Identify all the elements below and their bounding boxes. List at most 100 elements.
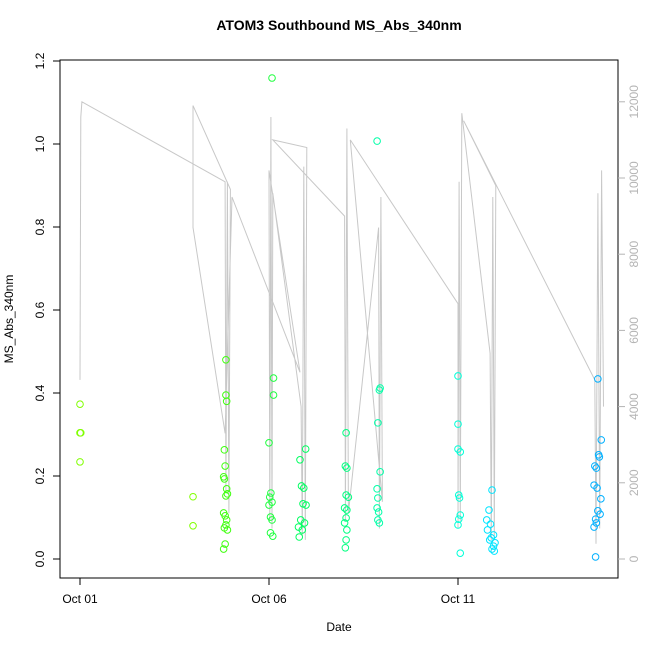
point — [487, 534, 496, 542]
point — [265, 493, 274, 501]
point — [373, 137, 381, 145]
point — [454, 521, 462, 529]
y-tick-label: 0.6 — [33, 301, 47, 318]
point — [221, 512, 229, 520]
point — [76, 400, 84, 408]
point — [456, 549, 465, 557]
point — [299, 484, 308, 492]
y-tick-label: 1.0 — [33, 135, 47, 152]
point — [490, 547, 499, 555]
y-tick-label: 0.4 — [33, 384, 47, 401]
point — [342, 491, 350, 499]
point — [483, 526, 492, 534]
point — [374, 419, 382, 427]
y-tick-label: 0.0 — [33, 550, 47, 567]
point — [297, 482, 306, 490]
y-axis-label: MS_Abs_340nm — [2, 275, 16, 364]
point — [269, 374, 278, 382]
point — [596, 510, 604, 518]
point — [343, 464, 351, 472]
point — [375, 519, 384, 527]
point — [267, 489, 275, 497]
point — [454, 491, 463, 499]
point — [456, 511, 465, 519]
point — [590, 523, 598, 531]
point — [301, 445, 310, 453]
point — [591, 515, 600, 523]
point — [456, 448, 465, 456]
point — [591, 462, 599, 470]
point — [219, 545, 228, 553]
point — [221, 540, 229, 548]
point — [374, 494, 382, 502]
point — [342, 429, 350, 437]
point — [374, 508, 383, 516]
point — [373, 504, 381, 512]
point — [341, 462, 350, 470]
point — [268, 74, 276, 82]
point — [454, 372, 462, 380]
point — [302, 501, 310, 509]
point — [265, 438, 273, 447]
point — [342, 536, 350, 544]
point — [222, 516, 231, 524]
point — [340, 519, 349, 527]
x-tick-label: Oct 01 — [62, 592, 98, 606]
point — [485, 506, 493, 514]
y2-tick-label: 2000 — [627, 469, 641, 496]
y2-tick-label: 10000 — [627, 161, 641, 195]
point — [597, 436, 606, 444]
point — [486, 520, 495, 528]
point — [223, 526, 232, 534]
point — [488, 486, 496, 494]
point — [220, 446, 229, 454]
point — [219, 473, 228, 481]
point — [595, 453, 604, 461]
y2-tick-label: 8000 — [627, 241, 641, 268]
point — [341, 543, 350, 552]
point — [265, 501, 273, 509]
y-tick-label: 0.8 — [33, 218, 47, 235]
point — [455, 494, 464, 502]
point — [482, 516, 491, 524]
point — [76, 429, 85, 437]
x-tick-label: Oct 06 — [251, 592, 287, 606]
point — [296, 456, 304, 464]
point — [594, 375, 602, 383]
point — [189, 492, 197, 501]
y-tick-label: 0.2 — [33, 467, 47, 484]
point — [222, 492, 230, 500]
point — [298, 526, 307, 534]
point — [454, 420, 462, 428]
point — [295, 533, 304, 541]
point — [343, 526, 351, 534]
x-tick-label: Oct 11 — [441, 592, 476, 606]
point — [592, 519, 601, 527]
point — [222, 485, 231, 493]
y2-tick-label: 0 — [627, 555, 641, 562]
point — [597, 495, 605, 503]
point — [593, 484, 601, 492]
point — [592, 464, 601, 472]
point — [189, 521, 197, 530]
point — [340, 504, 349, 512]
point — [300, 519, 309, 527]
plot-box — [59, 59, 619, 579]
point — [269, 391, 278, 399]
point — [373, 485, 381, 493]
point — [591, 553, 600, 561]
y-tick-label: 1.2 — [33, 52, 47, 69]
point — [222, 355, 230, 364]
point — [223, 490, 232, 498]
point — [268, 532, 277, 540]
point — [488, 545, 496, 553]
point — [76, 458, 84, 466]
point — [221, 462, 229, 470]
depth-line — [79, 100, 604, 544]
point — [454, 515, 463, 523]
point — [268, 516, 276, 524]
x-axis-label: Date — [326, 620, 352, 634]
point — [342, 514, 350, 522]
y2-tick-label: 4000 — [627, 393, 641, 420]
